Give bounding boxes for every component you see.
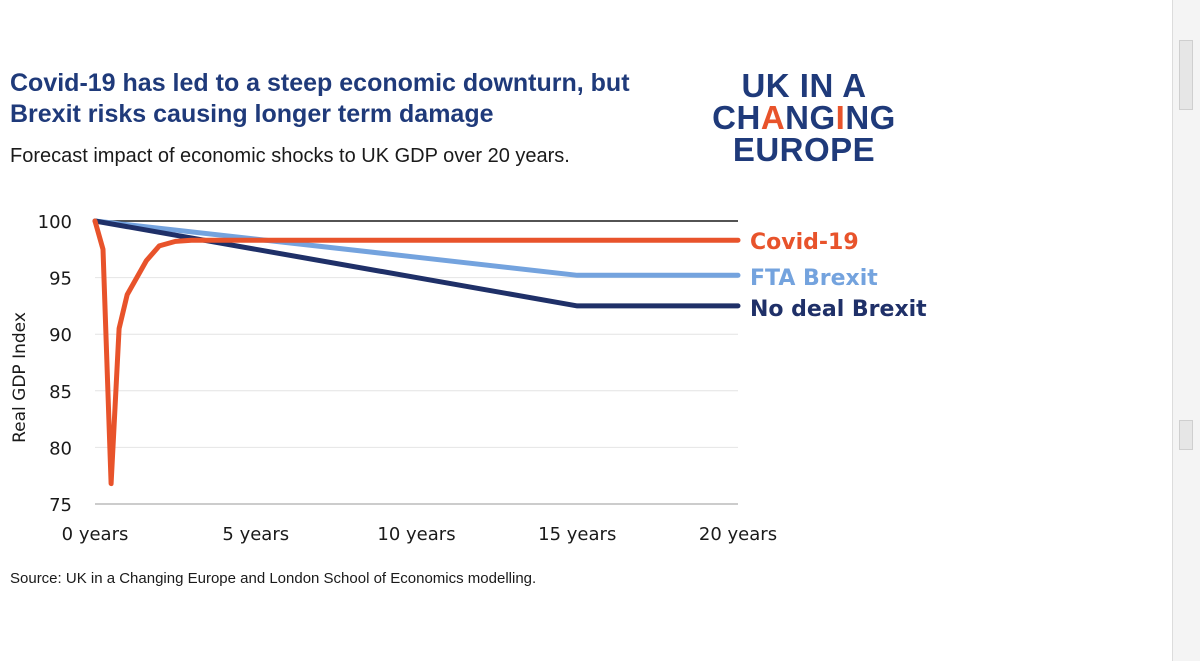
logo-text: CH bbox=[712, 99, 761, 136]
x-tick-label: 0 years bbox=[62, 524, 129, 545]
x-tick-label: 5 years bbox=[222, 524, 289, 545]
series-line-fta-brexit bbox=[92, 218, 741, 278]
y-tick-label: 90 bbox=[49, 325, 72, 346]
series-line-covid-19 bbox=[92, 218, 741, 487]
strip-segment bbox=[1179, 40, 1193, 110]
legend-label-fta-brexit: FTA Brexit bbox=[750, 266, 878, 291]
right-edge-strip bbox=[1172, 0, 1200, 661]
chart-title: Covid-19 has led to a steep economic dow… bbox=[10, 68, 660, 130]
logo-text: NG bbox=[845, 99, 896, 136]
logo-line-2: CHANGING bbox=[696, 99, 912, 136]
source-note: Source: UK in a Changing Europe and Lond… bbox=[10, 570, 537, 587]
logo-line-3: EUROPE bbox=[732, 131, 876, 168]
x-tick-label: 15 years bbox=[538, 524, 616, 545]
logo-accent-letter: I bbox=[835, 99, 846, 136]
legend: Covid-19 FTA Brexit No deal Brexit bbox=[750, 230, 927, 322]
gdp-line-chart: 75 80 85 90 95 100 0 years 5 years 10 years 15 ye… bbox=[10, 212, 927, 545]
title-line-2: Brexit risks causing longer term damage bbox=[10, 100, 494, 128]
legend-label-covid-19: Covid-19 bbox=[750, 230, 859, 255]
logo-line-1: UK IN A bbox=[741, 67, 867, 104]
x-tick-label: 20 years bbox=[699, 524, 777, 545]
uk-in-a-changing-europe-logo: UK IN A CHANGING EUROPE bbox=[696, 67, 912, 168]
x-tick-label: 10 years bbox=[377, 524, 455, 545]
title-line-1: Covid-19 has led to a steep economic dow… bbox=[10, 69, 630, 97]
y-tick-label: 100 bbox=[38, 212, 72, 233]
logo-text: NG bbox=[785, 99, 836, 136]
axis-ticks: 75 80 85 90 95 100 0 years 5 years 10 years 15 ye… bbox=[38, 212, 777, 545]
gridlines bbox=[95, 220, 738, 505]
y-tick-label: 85 bbox=[49, 382, 72, 403]
strip-segment bbox=[1179, 420, 1193, 450]
logo-accent-letter: A bbox=[760, 99, 786, 136]
y-tick-label: 80 bbox=[49, 438, 72, 459]
y-axis-label: Real GDP Index bbox=[10, 312, 30, 443]
series-lines bbox=[92, 218, 741, 487]
chart-subtitle: Forecast impact of economic shocks to UK… bbox=[10, 145, 570, 167]
y-tick-label: 75 bbox=[49, 495, 72, 516]
y-tick-label: 95 bbox=[49, 269, 72, 290]
legend-label-no-deal-brexit: No deal Brexit bbox=[750, 297, 927, 322]
